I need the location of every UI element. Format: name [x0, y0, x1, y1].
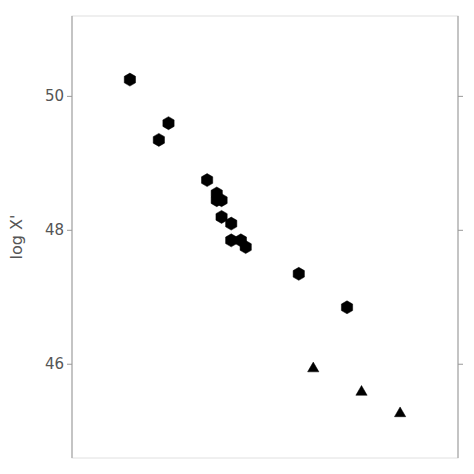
y-tick	[67, 364, 72, 365]
y-tick	[67, 230, 72, 231]
point	[240, 241, 251, 254]
chart: 46 48 50 log X'	[0, 0, 474, 474]
point	[201, 174, 212, 187]
point	[341, 301, 352, 314]
point	[216, 194, 227, 207]
point	[226, 217, 237, 230]
point	[293, 267, 304, 280]
plot-frame	[72, 16, 458, 458]
y-tick-label: 46	[45, 355, 64, 373]
y-tick	[67, 96, 72, 97]
point	[394, 407, 405, 417]
y-axis-line	[72, 16, 73, 458]
point	[163, 117, 174, 130]
y-tick-right	[458, 364, 463, 365]
y-tick-label: 48	[45, 221, 64, 239]
y-axis-label: log X'	[7, 215, 26, 260]
y-tick-right	[458, 230, 463, 231]
point	[308, 362, 319, 372]
point	[153, 133, 164, 146]
marks	[124, 73, 405, 417]
point	[124, 73, 135, 86]
point	[356, 386, 367, 396]
y-axis-line-right	[458, 16, 459, 458]
y-tick-label: 50	[45, 87, 64, 105]
y-tick-right	[458, 96, 463, 97]
